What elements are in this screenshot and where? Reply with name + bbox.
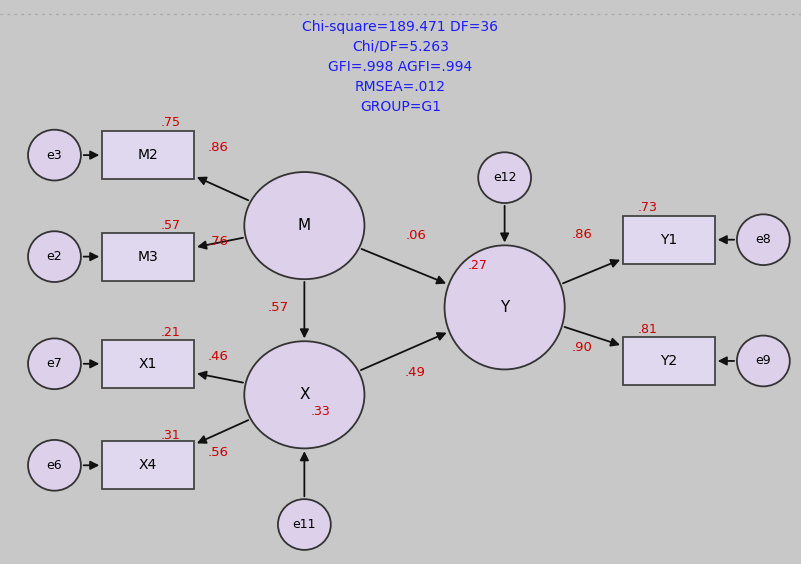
Text: Y2: Y2	[660, 354, 678, 368]
Text: .81: .81	[638, 323, 657, 337]
FancyBboxPatch shape	[623, 337, 714, 385]
Text: .75: .75	[161, 116, 180, 130]
Text: .06: .06	[406, 229, 427, 243]
Text: .76: .76	[207, 235, 228, 248]
Text: .21: .21	[161, 326, 180, 340]
Text: X: X	[299, 387, 310, 402]
Ellipse shape	[244, 172, 364, 279]
FancyBboxPatch shape	[623, 216, 714, 264]
Text: .33: .33	[311, 405, 330, 418]
Text: .90: .90	[572, 341, 593, 355]
Ellipse shape	[244, 341, 364, 448]
Text: .31: .31	[161, 429, 180, 442]
Bar	[771, 0, 801, 564]
Text: .49: .49	[405, 365, 425, 379]
Ellipse shape	[478, 152, 531, 203]
Ellipse shape	[28, 440, 81, 491]
Text: e8: e8	[755, 233, 771, 246]
Text: .73: .73	[638, 201, 657, 214]
Ellipse shape	[737, 336, 790, 386]
Text: M3: M3	[138, 250, 159, 263]
Text: Y1: Y1	[660, 233, 678, 246]
Text: X4: X4	[139, 459, 157, 472]
Ellipse shape	[28, 231, 81, 282]
Ellipse shape	[28, 338, 81, 389]
Text: .57: .57	[268, 301, 288, 314]
FancyBboxPatch shape	[103, 131, 195, 179]
Ellipse shape	[445, 245, 565, 369]
Text: .27: .27	[468, 258, 487, 272]
Text: e9: e9	[755, 354, 771, 368]
Text: M2: M2	[138, 148, 159, 162]
Text: .86: .86	[572, 227, 593, 241]
Text: e12: e12	[493, 171, 517, 184]
Text: Y: Y	[500, 300, 509, 315]
Ellipse shape	[28, 130, 81, 180]
Text: M: M	[298, 218, 311, 233]
Text: X1: X1	[139, 357, 157, 371]
Text: e11: e11	[292, 518, 316, 531]
Text: e2: e2	[46, 250, 62, 263]
Text: .56: .56	[207, 446, 228, 459]
Bar	[0, 0, 66, 564]
Text: e7: e7	[46, 357, 62, 371]
Text: e3: e3	[46, 148, 62, 162]
Ellipse shape	[737, 214, 790, 265]
Text: e6: e6	[46, 459, 62, 472]
FancyBboxPatch shape	[103, 441, 195, 490]
Text: Chi-square=189.471 DF=36
Chi/DF=5.263
GFI=.998 AGFI=.994
RMSEA=.012
GROUP=G1: Chi-square=189.471 DF=36 Chi/DF=5.263 GF…	[303, 20, 498, 114]
Text: .86: .86	[207, 141, 228, 155]
FancyBboxPatch shape	[103, 340, 195, 388]
Ellipse shape	[278, 499, 331, 550]
Text: .46: .46	[207, 350, 228, 363]
FancyBboxPatch shape	[103, 232, 195, 280]
Text: .57: .57	[161, 219, 180, 232]
